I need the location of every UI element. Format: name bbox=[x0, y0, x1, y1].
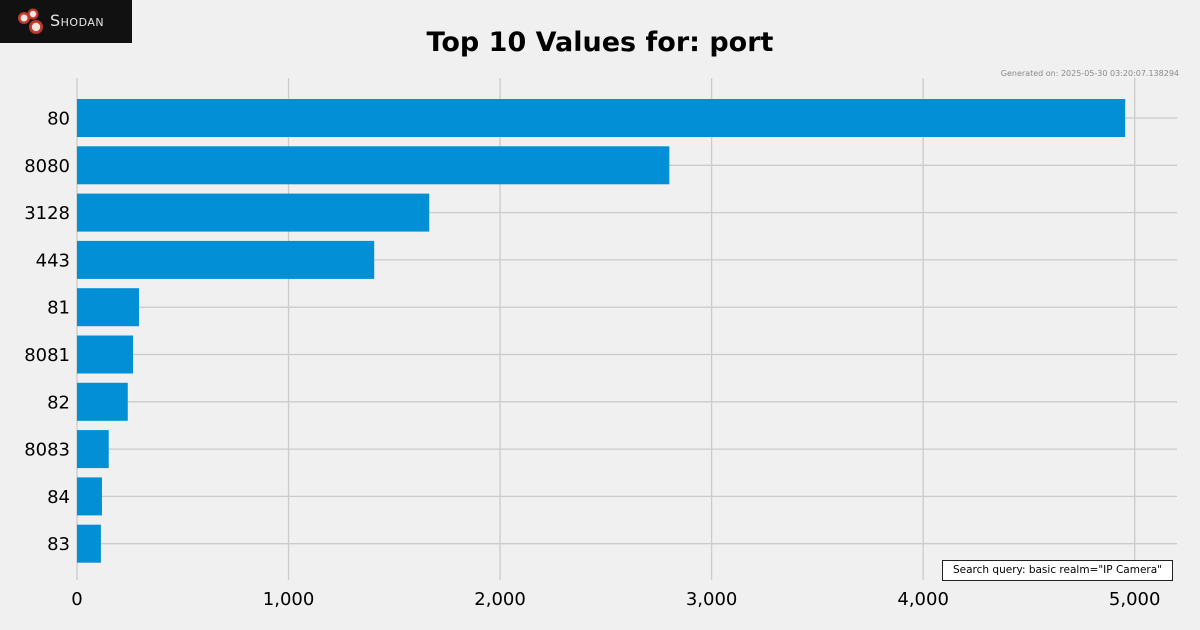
y-tick-label: 80 bbox=[47, 109, 70, 130]
x-tick-label: 4,000 bbox=[897, 589, 949, 610]
shodan-logo-icon bbox=[18, 8, 43, 34]
chart-title: Top 10 Values for: port bbox=[426, 27, 774, 58]
bar-port-8081 bbox=[77, 335, 134, 374]
y-tick-label: 82 bbox=[47, 392, 70, 413]
x-tick-label: 0 bbox=[71, 589, 82, 610]
bar-port-8080 bbox=[77, 146, 670, 185]
logo-text: Shodan bbox=[50, 11, 105, 30]
y-tick-label: 8081 bbox=[24, 345, 70, 366]
y-tick-label: 8080 bbox=[24, 156, 70, 177]
bar-port-82 bbox=[77, 382, 128, 421]
x-tick-label: 3,000 bbox=[686, 589, 738, 610]
x-tick-label: 5,000 bbox=[1109, 589, 1161, 610]
y-tick-label: 84 bbox=[47, 487, 70, 508]
generated-timestamp: Generated on: 2025-05-30 03:20:07.138294 bbox=[1000, 69, 1179, 78]
y-tick-label: 83 bbox=[47, 534, 70, 555]
bar-port-3128 bbox=[77, 193, 430, 232]
bar-port-81 bbox=[77, 288, 139, 327]
y-tick-label: 443 bbox=[36, 250, 70, 271]
bar-layer bbox=[77, 99, 1126, 563]
bar-port-84 bbox=[77, 477, 102, 516]
y-tick-label: 3128 bbox=[24, 203, 70, 224]
bar-port-80 bbox=[77, 99, 1126, 137]
bar-port-8083 bbox=[77, 430, 109, 469]
bar-port-443 bbox=[77, 240, 375, 279]
y-tick-label: 81 bbox=[47, 298, 70, 319]
search-query-box: Search query: basic realm="IP Camera" bbox=[942, 560, 1173, 581]
x-tick-label: 1,000 bbox=[263, 589, 315, 610]
bar-port-83 bbox=[77, 524, 101, 563]
label-layer: 0 1,000 2,000 3,000 4,000 5,00080808031284438… bbox=[24, 109, 1160, 611]
y-tick-label: 8083 bbox=[24, 440, 70, 461]
x-tick-label: 2,000 bbox=[474, 589, 526, 610]
shodan-logo: Shodan bbox=[0, 0, 132, 43]
